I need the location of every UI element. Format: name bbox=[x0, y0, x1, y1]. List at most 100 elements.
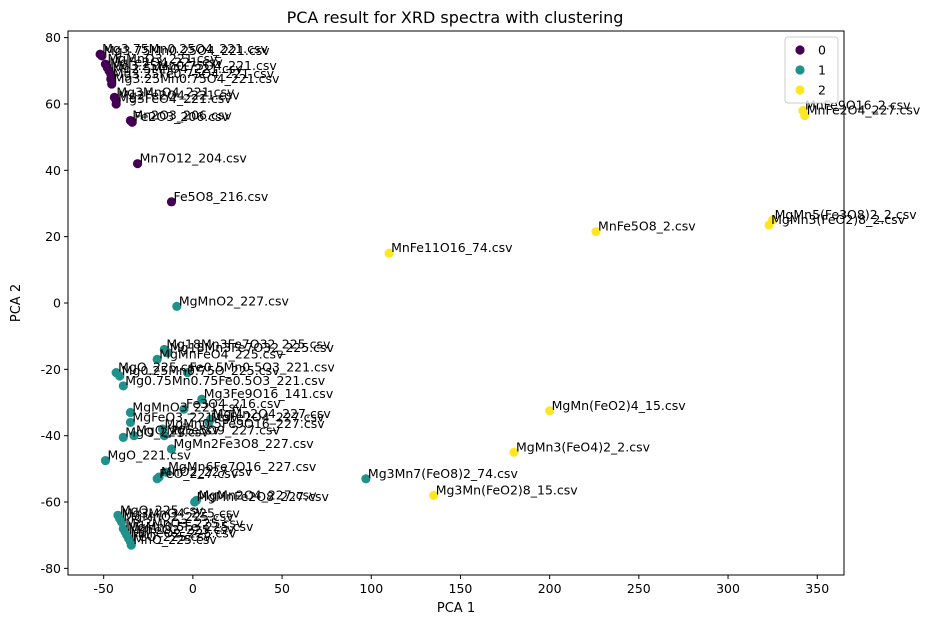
data-point bbox=[125, 407, 136, 418]
point-label: Fe2O3_206.csv bbox=[134, 109, 229, 124]
legend-label: 1 bbox=[818, 63, 826, 78]
point-label: MgMn0.5Fe9O16_227.csv bbox=[165, 416, 326, 431]
point-label: Mg2.5MnO4_221.csv bbox=[113, 61, 244, 76]
legend-items: 0 1 2 bbox=[795, 43, 826, 98]
legend-marker bbox=[795, 65, 805, 75]
x-tick-label: 300 bbox=[716, 581, 740, 596]
legend-box bbox=[784, 36, 839, 104]
legend-marker bbox=[795, 45, 805, 55]
y-tick-label: 40 bbox=[45, 163, 61, 178]
point-label: MgFe2O4_227.csv bbox=[211, 409, 325, 424]
data-point bbox=[118, 432, 128, 442]
x-axis-title: PCA 1 bbox=[437, 601, 475, 616]
y-tick-label: 20 bbox=[45, 229, 61, 244]
point-label: Fe3O4_216.csv bbox=[186, 396, 281, 411]
y-axis-title: PCA 2 bbox=[9, 284, 24, 322]
point-label: MgO_225.csv bbox=[120, 502, 204, 517]
point-label: Mg18Mn3Fe7O32_225.csv bbox=[170, 340, 335, 355]
data-point bbox=[166, 197, 177, 207]
point-label: MgFe5O9_227.csv bbox=[166, 423, 280, 438]
data-point bbox=[118, 381, 128, 391]
y-tick-label: -60 bbox=[41, 495, 61, 510]
data-point bbox=[361, 474, 371, 484]
data-point bbox=[129, 431, 139, 441]
point-label: Mg2Fe2O4_221.csv bbox=[118, 88, 240, 103]
point-labels-layer: Mg3.75Mn0.25O4_221.csvMg3.75Mn0.25O4_221… bbox=[102, 41, 921, 547]
data-point bbox=[125, 417, 136, 428]
point-label: Mn2O3_206.csv bbox=[132, 108, 232, 123]
point-label: MnO2_227.csv bbox=[161, 464, 253, 479]
x-tick-label: 200 bbox=[538, 581, 562, 596]
point-label: MgMn5(Fe3O8)2_2.csv bbox=[775, 207, 918, 222]
data-point bbox=[197, 394, 207, 404]
x-tick-label: 350 bbox=[805, 581, 829, 596]
point-label: Fe0.5Mn0.5O3_221.csv bbox=[190, 360, 336, 375]
chart-title: PCA result for XRD spectra with clusteri… bbox=[287, 8, 624, 27]
y-tick-label: -40 bbox=[41, 428, 61, 443]
point-label: Mg3Mn(FeO2)8_15.csv bbox=[436, 482, 579, 497]
data-point bbox=[204, 417, 214, 428]
point-label: Mn7O12_204.csv bbox=[140, 151, 248, 166]
points-layer bbox=[95, 49, 810, 550]
data-point bbox=[172, 301, 182, 311]
point-label: Mg3.25Mn0.75O4_221.csv bbox=[114, 71, 280, 86]
data-point bbox=[509, 447, 519, 457]
data-point bbox=[111, 99, 121, 109]
point-label: MgMn6Fe7O16_227.csv bbox=[168, 459, 317, 474]
point-label: MnO_225.csv bbox=[133, 532, 217, 547]
data-point bbox=[100, 455, 111, 466]
point-label: FeO_225.csv bbox=[132, 529, 212, 544]
point-label: MgO_225.csv bbox=[118, 360, 202, 375]
data-point bbox=[800, 110, 810, 121]
point-label: MgFeO2_225.csv bbox=[129, 522, 235, 537]
point-label: MgMn(FeO2)4_15.csv bbox=[552, 398, 687, 413]
point-label: MgO_225.csv bbox=[136, 423, 220, 438]
point-label: MgMnO2_227.csv bbox=[179, 293, 290, 308]
data-point bbox=[127, 117, 137, 127]
point-label: MnFe11O16_74.csv bbox=[391, 240, 513, 255]
x-tick-label: -50 bbox=[93, 581, 113, 596]
point-label: Mg18Mn3Fe7O32_225.csv bbox=[166, 336, 331, 351]
point-label: Fe5O8_216.csv bbox=[173, 189, 268, 204]
point-label: Mg3.75Mn0.25O4_221.csv bbox=[104, 43, 270, 58]
point-label: Mg3MnO4_221.csv bbox=[116, 84, 235, 99]
x-tick-label: 0 bbox=[189, 581, 197, 596]
point-label: Mg0.25Mn0.75O_225.csv bbox=[122, 363, 280, 378]
data-point bbox=[132, 159, 143, 169]
point-label: FeO_227.csv bbox=[159, 466, 239, 481]
point-label: MnFeO2_225.csv bbox=[131, 526, 237, 541]
point-label: MgMnO2_225.csv bbox=[124, 509, 235, 524]
x-tick-label: 150 bbox=[449, 581, 473, 596]
point-label: Mg0.75Mn0.75Fe0.5O3_221.csv bbox=[125, 373, 325, 388]
x-tick-label: 100 bbox=[359, 581, 383, 596]
point-label: MgFe2O4_221.csv bbox=[109, 54, 223, 69]
data-point bbox=[126, 540, 136, 550]
data-point bbox=[163, 348, 173, 358]
point-label: MgMnO3_221.csv bbox=[107, 51, 218, 66]
x-axis-ticks: -50 0 50 100 150 200 250 300 350 bbox=[93, 575, 829, 596]
point-label: Mg3.75Mn0.25O4_221.csv bbox=[102, 41, 268, 56]
point-label: Mg3.25Mn0.75O4_221.csv bbox=[111, 58, 277, 73]
data-point bbox=[152, 354, 162, 364]
data-point bbox=[154, 472, 164, 482]
legend-label: 0 bbox=[818, 43, 826, 58]
point-label: MgMnFe2O8_227.csv bbox=[197, 489, 330, 504]
point-label: MgFeO3_221.csv bbox=[132, 409, 238, 424]
data-point bbox=[179, 404, 189, 414]
point-label: MgMn2Fe3O8_227.csv bbox=[173, 436, 314, 451]
y-axis-ticks: -80 -60 -40 -20 0 20 40 60 80 bbox=[41, 30, 68, 576]
y-tick-label: 60 bbox=[45, 96, 61, 111]
point-label: Mg2MnO3_225.csv bbox=[125, 516, 244, 531]
point-label: Mg3Fe9O16_141.csv bbox=[204, 386, 334, 401]
data-point bbox=[591, 227, 601, 237]
data-point bbox=[159, 431, 169, 441]
x-tick-label: 50 bbox=[274, 581, 290, 596]
point-label: Mg3MnO4_225.csv bbox=[122, 506, 241, 521]
y-tick-label: -80 bbox=[41, 561, 61, 576]
point-label: MgO_221.csv bbox=[107, 448, 191, 463]
x-tick-label: 250 bbox=[627, 581, 651, 596]
y-tick-label: 0 bbox=[53, 296, 61, 311]
point-label: Mg3.25Fe0.75O4_221.csv bbox=[113, 66, 275, 81]
